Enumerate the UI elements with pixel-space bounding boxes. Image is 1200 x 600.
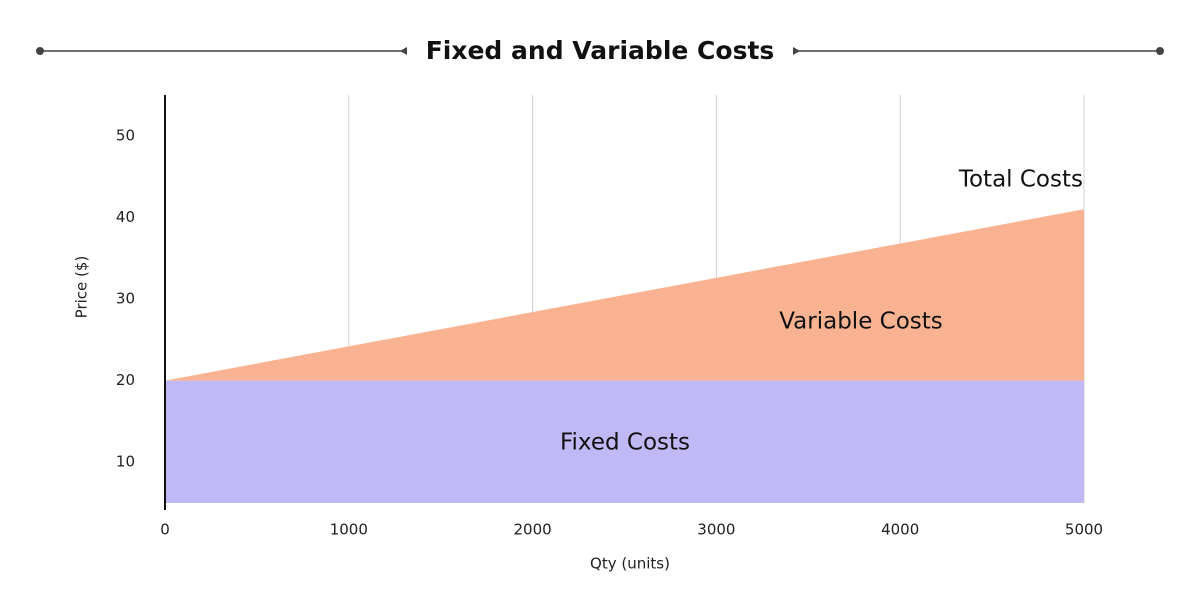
area (165, 380, 1084, 503)
title-arrow (793, 47, 800, 55)
x-tick-label: 0 (160, 521, 170, 539)
x-tick-label: 5000 (1065, 521, 1103, 539)
title-arrow (400, 47, 407, 55)
area (165, 209, 1084, 381)
y-tick-label: 50 (116, 126, 135, 144)
annotation: Total Costs (958, 167, 1083, 193)
plot-area: 0 1000 2000 3000 4000 5000 10 20 30 40 50 (116, 95, 1103, 539)
series-label: Variable Costs (779, 309, 943, 335)
chart-title: Fixed and Variable Costs (426, 36, 775, 65)
y-tick-label: 20 (116, 371, 135, 389)
y-tick-label: 30 (116, 290, 135, 308)
series-label: Fixed Costs (560, 430, 690, 456)
y-tick-label: 40 (116, 208, 135, 226)
y-axis-title: Price ($) (73, 256, 91, 319)
x-axis-title: Qty (units) (590, 555, 670, 573)
title-dot (36, 47, 44, 55)
y-tick-label: 10 (116, 453, 135, 471)
x-tick-label: 4000 (881, 521, 919, 539)
x-tick-label: 2000 (514, 521, 552, 539)
x-tick-label: 3000 (697, 521, 735, 539)
x-tick-label: 1000 (330, 521, 368, 539)
title-dot (1156, 47, 1164, 55)
